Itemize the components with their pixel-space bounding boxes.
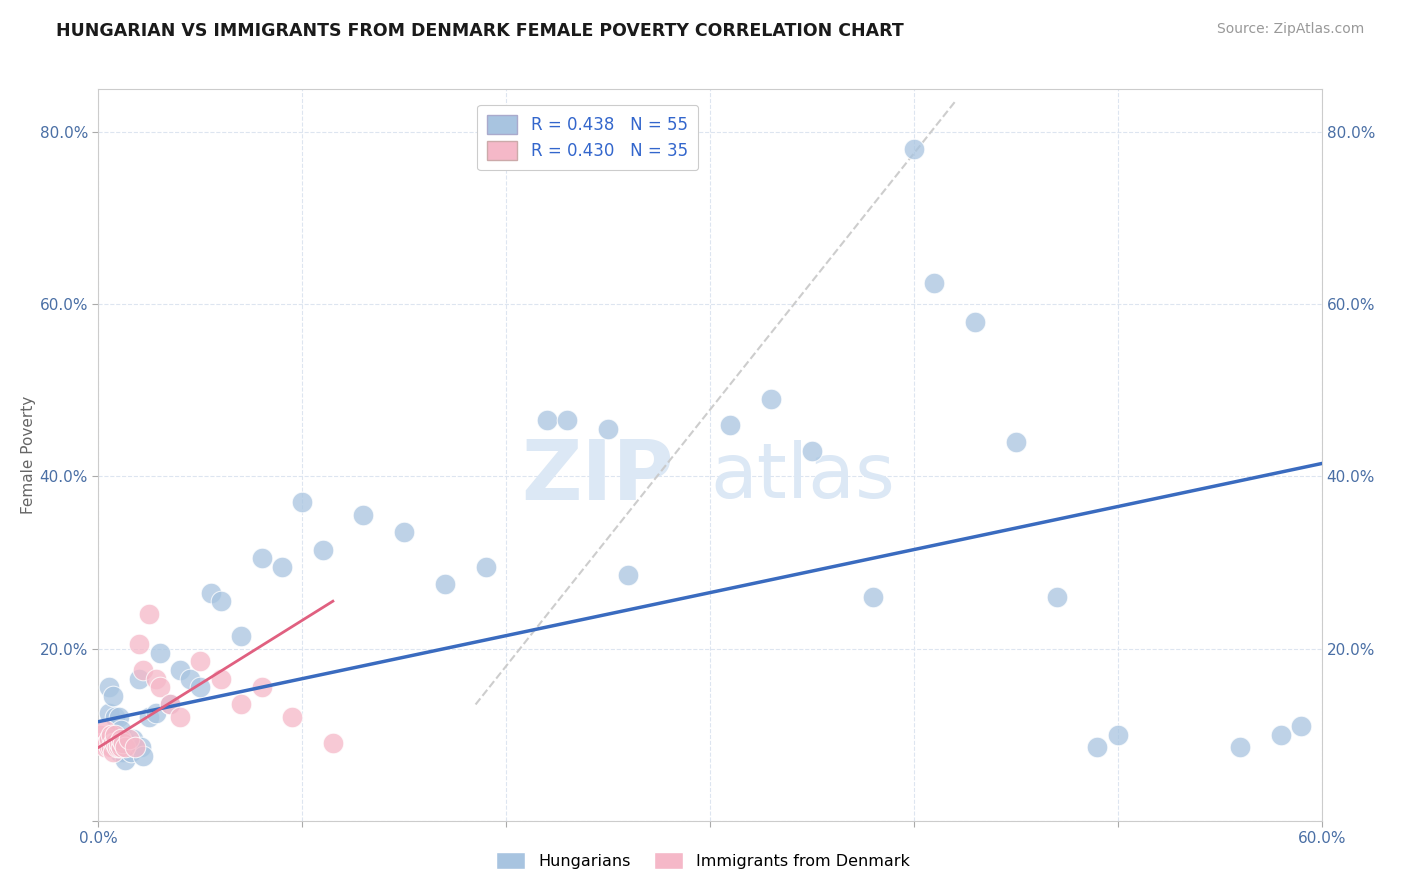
Point bbox=[104, 728, 127, 742]
Text: ZIP: ZIP bbox=[520, 436, 673, 517]
Point bbox=[138, 607, 160, 621]
Point bbox=[101, 745, 124, 759]
Point bbox=[281, 710, 304, 724]
Point bbox=[114, 753, 136, 767]
Point bbox=[97, 706, 120, 720]
Point bbox=[105, 740, 128, 755]
Point bbox=[434, 577, 457, 591]
Point bbox=[598, 422, 620, 436]
Point bbox=[101, 736, 124, 750]
Point bbox=[169, 663, 191, 677]
Legend: Hungarians, Immigrants from Denmark: Hungarians, Immigrants from Denmark bbox=[489, 846, 917, 875]
Point bbox=[108, 736, 131, 750]
Point bbox=[761, 392, 783, 406]
Point bbox=[188, 680, 212, 694]
Point bbox=[145, 706, 167, 720]
Point bbox=[97, 680, 120, 694]
Point bbox=[322, 736, 344, 750]
Point bbox=[1229, 740, 1251, 755]
Point bbox=[129, 740, 152, 755]
Point bbox=[1291, 719, 1313, 733]
Point bbox=[96, 736, 118, 750]
Point bbox=[105, 728, 128, 742]
Point bbox=[132, 749, 155, 764]
Point bbox=[93, 723, 115, 738]
Point bbox=[138, 710, 160, 724]
Point bbox=[392, 525, 416, 540]
Point bbox=[149, 646, 172, 660]
Point bbox=[97, 731, 120, 746]
Point bbox=[111, 745, 134, 759]
Point bbox=[101, 689, 124, 703]
Point bbox=[270, 559, 294, 574]
Point bbox=[1107, 728, 1129, 742]
Point bbox=[124, 740, 146, 755]
Point bbox=[114, 740, 136, 755]
Point bbox=[115, 736, 138, 750]
Point bbox=[352, 508, 374, 523]
Text: Source: ZipAtlas.com: Source: ZipAtlas.com bbox=[1216, 22, 1364, 37]
Point bbox=[159, 698, 181, 712]
Point bbox=[801, 443, 824, 458]
Point bbox=[104, 710, 127, 724]
Point bbox=[128, 672, 150, 686]
Point bbox=[862, 590, 884, 604]
Point bbox=[922, 276, 945, 290]
Point bbox=[111, 736, 134, 750]
Point bbox=[97, 740, 120, 755]
Point bbox=[118, 740, 141, 755]
Point bbox=[91, 736, 114, 750]
Point bbox=[720, 417, 742, 432]
Point bbox=[291, 495, 314, 509]
Y-axis label: Female Poverty: Female Poverty bbox=[21, 396, 37, 514]
Point bbox=[104, 736, 127, 750]
Point bbox=[231, 629, 253, 643]
Point bbox=[1045, 590, 1069, 604]
Point bbox=[104, 731, 127, 746]
Point bbox=[1270, 728, 1292, 742]
Point bbox=[100, 740, 122, 755]
Point bbox=[149, 680, 172, 694]
Point bbox=[145, 672, 167, 686]
Point bbox=[120, 745, 142, 759]
Point bbox=[132, 663, 155, 677]
Text: atlas: atlas bbox=[710, 440, 894, 514]
Point bbox=[250, 551, 273, 566]
Point bbox=[110, 731, 132, 746]
Point bbox=[209, 672, 232, 686]
Point bbox=[1004, 435, 1026, 450]
Point bbox=[179, 672, 201, 686]
Point bbox=[250, 680, 273, 694]
Point bbox=[617, 568, 640, 582]
Point bbox=[108, 710, 131, 724]
Point bbox=[903, 143, 925, 157]
Point bbox=[128, 637, 150, 651]
Point bbox=[89, 728, 111, 742]
Point bbox=[209, 594, 232, 608]
Point bbox=[118, 731, 141, 746]
Point bbox=[188, 655, 212, 669]
Text: HUNGARIAN VS IMMIGRANTS FROM DENMARK FEMALE POVERTY CORRELATION CHART: HUNGARIAN VS IMMIGRANTS FROM DENMARK FEM… bbox=[56, 22, 904, 40]
Point bbox=[110, 740, 132, 755]
Point bbox=[536, 413, 558, 427]
Point bbox=[93, 740, 115, 755]
Point bbox=[231, 698, 253, 712]
Point bbox=[1085, 740, 1108, 755]
Point bbox=[100, 728, 122, 742]
Point bbox=[110, 723, 132, 738]
Legend: R = 0.438   N = 55, R = 0.430   N = 35: R = 0.438 N = 55, R = 0.430 N = 35 bbox=[478, 105, 697, 170]
Point bbox=[108, 740, 131, 755]
Point bbox=[312, 542, 335, 557]
Point bbox=[108, 745, 131, 759]
Point bbox=[122, 731, 145, 746]
Point bbox=[474, 559, 498, 574]
Point bbox=[169, 710, 191, 724]
Point bbox=[557, 413, 579, 427]
Point bbox=[124, 740, 146, 755]
Point bbox=[159, 698, 181, 712]
Point bbox=[200, 585, 222, 599]
Point bbox=[965, 314, 987, 328]
